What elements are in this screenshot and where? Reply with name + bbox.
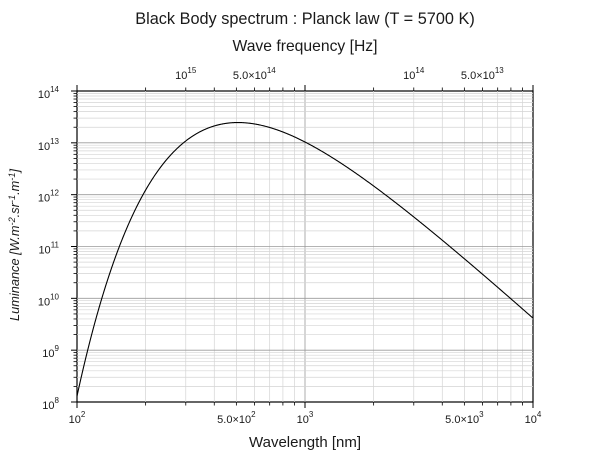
- svg-text:1015: 1015: [175, 66, 197, 82]
- svg-text:1012: 1012: [38, 189, 60, 205]
- svg-text:108: 108: [42, 396, 59, 412]
- svg-text:1011: 1011: [38, 241, 59, 257]
- svg-text:109: 109: [42, 344, 59, 360]
- svg-text:102: 102: [69, 410, 86, 426]
- svg-text:5.0×103: 5.0×103: [445, 410, 484, 426]
- svg-text:1014: 1014: [403, 66, 425, 82]
- svg-text:103: 103: [297, 410, 314, 426]
- svg-text:1014: 1014: [38, 85, 60, 101]
- svg-text:104: 104: [525, 410, 542, 426]
- svg-text:5.0×1013: 5.0×1013: [461, 66, 504, 82]
- svg-text:5.0×102: 5.0×102: [217, 410, 256, 426]
- svg-text:1010: 1010: [38, 292, 60, 308]
- svg-text:1013: 1013: [38, 137, 60, 153]
- svg-text:Luminance [W.m-2.sr-1.m-1]: Luminance [W.m-2.sr-1.m-1]: [7, 169, 22, 322]
- svg-text:5.0×1014: 5.0×1014: [233, 66, 276, 82]
